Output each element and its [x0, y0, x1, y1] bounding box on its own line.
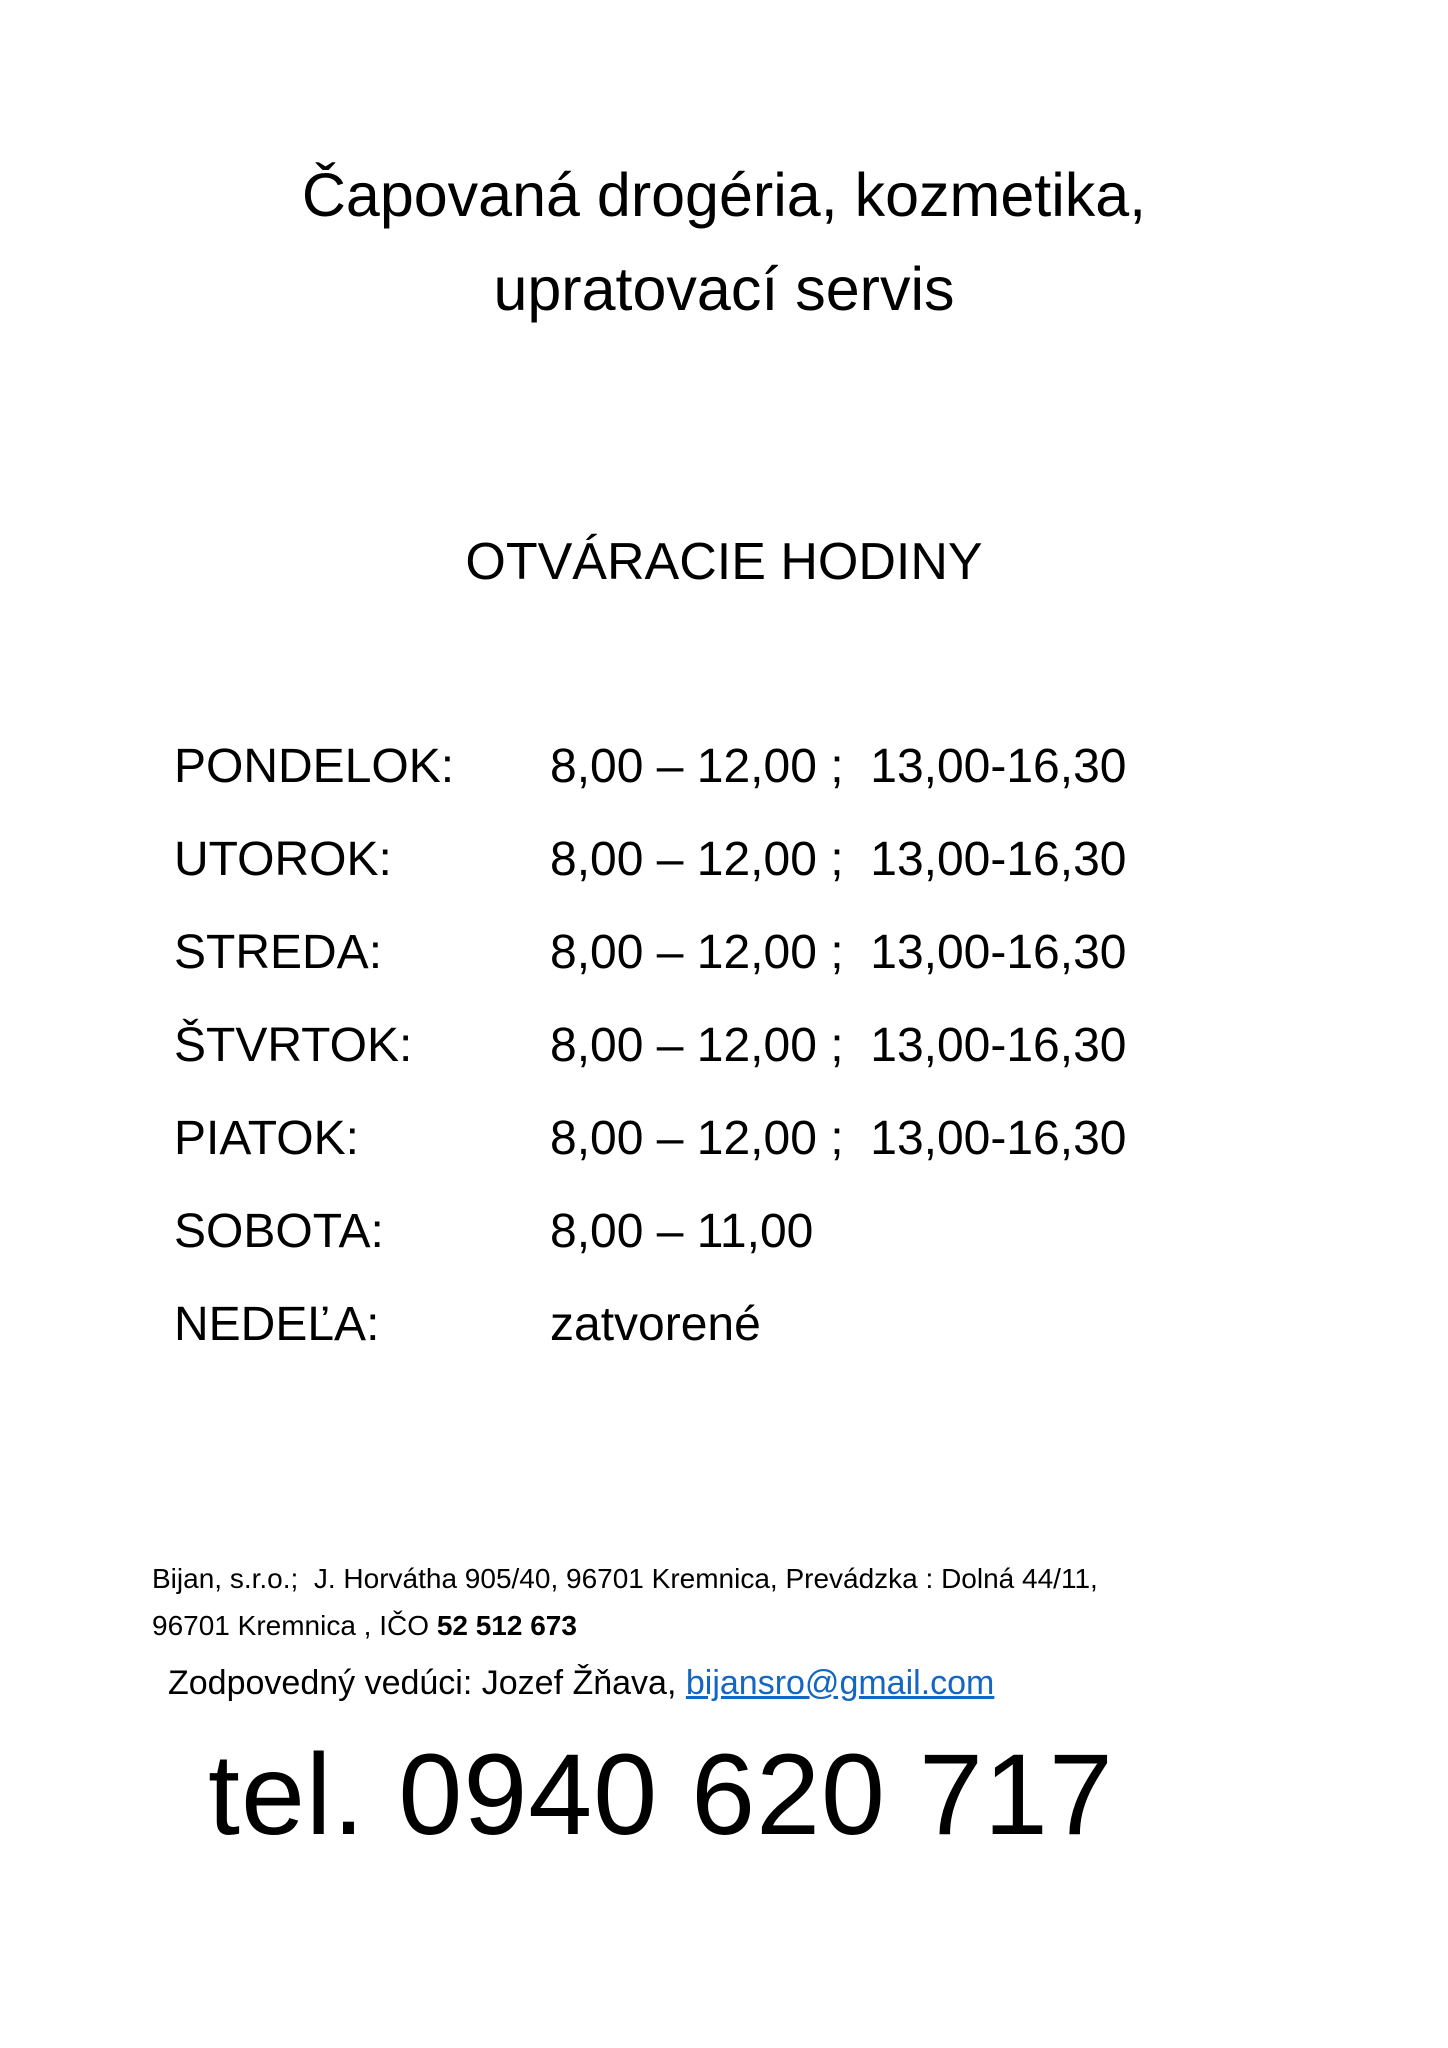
hours-row-thursday: ŠTVRTOK: 8,00 – 12,00 ; 13,00-16,30 — [174, 999, 1448, 1092]
day-hours: 8,00 – 12,00 ; 13,00-16,30 — [550, 833, 1127, 886]
opening-hours-list: PONDELOK: 8,00 – 12,00 ; 13,00-16,30 UTO… — [174, 720, 1448, 1371]
email-link[interactable]: bijansro@gmail.com — [685, 1664, 995, 1702]
page-title: Čapovaná drogéria, kozmetika, upratovací… — [0, 0, 1448, 336]
day-hours: 8,00 – 12,00 ; 13,00-16,30 — [550, 740, 1127, 793]
address-line-1: Bijan, s.r.o.; J. Horvátha 905/40, 96701… — [152, 1563, 1098, 1594]
hours-row-wednesday: STREDA: 8,00 – 12,00 ; 13,00-16,30 — [174, 906, 1448, 999]
day-hours: 8,00 – 12,00 ; 13,00-16,30 — [550, 1112, 1127, 1165]
manager-label: Zodpovedný vedúci: Jozef Žňava, — [168, 1664, 686, 1702]
hours-row-friday: PIATOK: 8,00 – 12,00 ; 13,00-16,30 — [174, 1092, 1448, 1185]
phone-number: tel. 0940 620 717 — [208, 1731, 1114, 1859]
address-line-2: 96701 Kremnica , IČO 52 512 673 — [152, 1602, 1448, 1649]
day-label: UTOROK: — [174, 833, 392, 886]
day-label: PIATOK: — [174, 1112, 359, 1165]
hours-row-sunday: NEDEĽA: zatvorené — [174, 1278, 1448, 1371]
day-hours: 8,00 – 12,00 ; 13,00-16,30 — [550, 926, 1127, 979]
company-address: Bijan, s.r.o.; J. Horvátha 905/40, 96701… — [152, 1555, 1448, 1649]
day-label: STREDA: — [174, 926, 383, 979]
day-hours: 8,00 – 11,00 — [550, 1205, 814, 1258]
day-hours: zatvorené — [550, 1298, 761, 1351]
day-label: PONDELOK: — [174, 740, 455, 793]
responsible-manager-line: Zodpovedný vedúci: Jozef Žňava, bijansro… — [168, 1663, 1448, 1703]
page-title-line2: upratovací servis — [493, 255, 955, 323]
day-hours: 8,00 – 12,00 ; 13,00-16,30 — [550, 1019, 1127, 1072]
hours-row-tuesday: UTOROK: 8,00 – 12,00 ; 13,00-16,30 — [174, 813, 1448, 906]
day-label: ŠTVRTOK: — [174, 1019, 413, 1072]
hours-row-monday: PONDELOK: 8,00 – 12,00 ; 13,00-16,30 — [174, 720, 1448, 813]
address-line-2-prefix: 96701 Kremnica , IČO — [152, 1610, 437, 1641]
hours-row-saturday: SOBOTA: 8,00 – 11,00 — [174, 1185, 1448, 1278]
ico-number: 52 512 673 — [436, 1610, 577, 1641]
opening-hours-heading: OTVÁRACIE HODINY — [465, 533, 983, 591]
page-title-line1: Čapovaná drogéria, kozmetika, — [301, 161, 1147, 229]
day-label: NEDEĽA: — [174, 1298, 380, 1351]
day-label: SOBOTA: — [174, 1205, 384, 1258]
